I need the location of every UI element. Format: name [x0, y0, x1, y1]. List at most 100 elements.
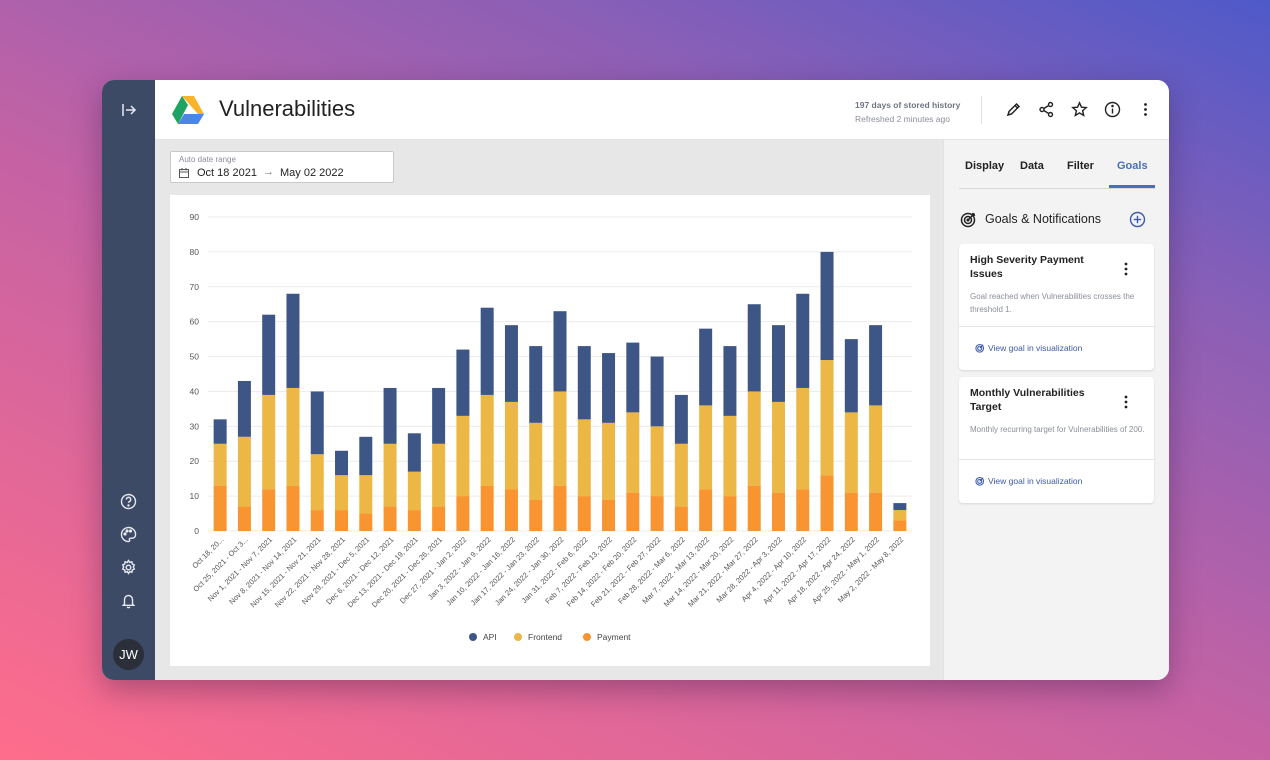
bar-api[interactable]	[262, 314, 276, 395]
bar-payment[interactable]	[553, 485, 567, 531]
tab-goals[interactable]: Goals	[1117, 160, 1148, 172]
goal-card[interactable]: Monthly Vulnerabilities Target Monthly r…	[959, 377, 1154, 503]
bar-payment[interactable]	[310, 510, 324, 531]
bar-payment[interactable]	[820, 475, 834, 531]
share-icon[interactable]	[1035, 98, 1057, 120]
info-icon[interactable]	[1101, 98, 1123, 120]
bar-payment[interactable]	[626, 492, 640, 531]
tab-data[interactable]: Data	[1020, 160, 1044, 172]
bar-frontend[interactable]	[335, 475, 349, 511]
collapse-icon[interactable]	[116, 97, 141, 122]
bar-api[interactable]	[844, 339, 858, 413]
bar-frontend[interactable]	[383, 443, 397, 507]
edit-icon[interactable]	[1002, 98, 1024, 120]
bar-payment[interactable]	[335, 510, 349, 531]
bar-api[interactable]	[480, 307, 494, 395]
bar-frontend[interactable]	[844, 412, 858, 493]
tab-filter[interactable]: Filter	[1067, 160, 1094, 172]
bar-payment[interactable]	[869, 492, 883, 531]
bar-payment[interactable]	[432, 506, 446, 531]
bar-api[interactable]	[359, 436, 373, 476]
bar-payment[interactable]	[456, 496, 470, 531]
bar-frontend[interactable]	[626, 412, 640, 493]
bar-frontend[interactable]	[262, 394, 276, 490]
bar-frontend[interactable]	[480, 394, 494, 486]
bar-payment[interactable]	[747, 485, 761, 531]
bar-payment[interactable]	[286, 485, 300, 531]
goal-menu-icon[interactable]	[1121, 261, 1131, 277]
bar-payment[interactable]	[771, 492, 785, 531]
bar-payment[interactable]	[262, 489, 276, 531]
bar-api[interactable]	[674, 394, 688, 444]
avatar[interactable]: JW	[113, 639, 144, 670]
date-range-picker[interactable]: Auto date range Oct 18 2021 → May 02 202…	[170, 151, 394, 183]
bar-payment[interactable]	[480, 485, 494, 531]
tab-display[interactable]: Display	[965, 160, 1005, 172]
bar-api[interactable]	[237, 380, 251, 437]
view-goal-link[interactable]: View goal in visualization	[975, 343, 1082, 353]
bar-payment[interactable]	[699, 489, 713, 531]
bar-payment[interactable]	[893, 520, 907, 531]
bar-api[interactable]	[577, 346, 591, 420]
bar-frontend[interactable]	[796, 387, 810, 490]
bar-payment[interactable]	[407, 510, 421, 531]
bar-payment[interactable]	[674, 506, 688, 531]
add-goal-icon[interactable]	[1129, 211, 1146, 228]
bar-api[interactable]	[820, 251, 834, 361]
bar-api[interactable]	[383, 387, 397, 444]
bar-api[interactable]	[335, 450, 349, 476]
star-icon[interactable]	[1068, 98, 1090, 120]
bar-api[interactable]	[529, 346, 543, 423]
bar-frontend[interactable]	[747, 391, 761, 486]
view-goal-link[interactable]: View goal in visualization	[975, 476, 1082, 486]
bar-api[interactable]	[432, 387, 446, 444]
bar-api[interactable]	[699, 328, 713, 406]
bar-frontend[interactable]	[359, 475, 373, 514]
bar-api[interactable]	[456, 349, 470, 416]
bar-api[interactable]	[553, 311, 567, 392]
bar-frontend[interactable]	[869, 405, 883, 493]
bar-api[interactable]	[602, 353, 616, 423]
bar-api[interactable]	[286, 293, 300, 388]
bar-payment[interactable]	[237, 506, 251, 531]
bar-api[interactable]	[771, 325, 785, 402]
bar-api[interactable]	[796, 293, 810, 388]
settings-icon[interactable]	[116, 555, 141, 580]
bar-frontend[interactable]	[699, 405, 713, 490]
bar-frontend[interactable]	[674, 443, 688, 507]
bar-frontend[interactable]	[820, 360, 834, 476]
bar-api[interactable]	[407, 433, 421, 472]
goal-card[interactable]: High Severity Payment Issues Goal reache…	[959, 244, 1154, 370]
bar-payment[interactable]	[650, 496, 664, 531]
more-vertical-icon[interactable]	[1134, 98, 1156, 120]
bar-api[interactable]	[893, 503, 907, 511]
bar-api[interactable]	[723, 346, 737, 416]
bar-frontend[interactable]	[286, 387, 300, 486]
bar-api[interactable]	[213, 419, 227, 444]
bar-api[interactable]	[310, 391, 324, 455]
bar-frontend[interactable]	[723, 415, 737, 497]
bar-frontend[interactable]	[432, 443, 446, 507]
bar-frontend[interactable]	[553, 391, 567, 486]
bar-frontend[interactable]	[237, 436, 251, 507]
palette-icon[interactable]	[116, 522, 141, 547]
bar-frontend[interactable]	[213, 443, 227, 486]
bar-frontend[interactable]	[577, 419, 591, 497]
bar-frontend[interactable]	[771, 401, 785, 493]
bell-icon[interactable]	[116, 588, 141, 613]
bar-payment[interactable]	[213, 485, 227, 531]
bar-api[interactable]	[626, 342, 640, 413]
bar-frontend[interactable]	[650, 426, 664, 497]
bar-payment[interactable]	[844, 492, 858, 531]
help-icon[interactable]	[116, 489, 141, 514]
bar-payment[interactable]	[577, 496, 591, 531]
bar-api[interactable]	[504, 325, 518, 402]
bar-payment[interactable]	[383, 506, 397, 531]
bar-payment[interactable]	[504, 489, 518, 531]
bar-api[interactable]	[650, 356, 664, 427]
bar-frontend[interactable]	[310, 454, 324, 511]
bar-api[interactable]	[869, 325, 883, 406]
bar-api[interactable]	[747, 304, 761, 392]
bar-frontend[interactable]	[529, 422, 543, 500]
bar-frontend[interactable]	[407, 471, 421, 511]
